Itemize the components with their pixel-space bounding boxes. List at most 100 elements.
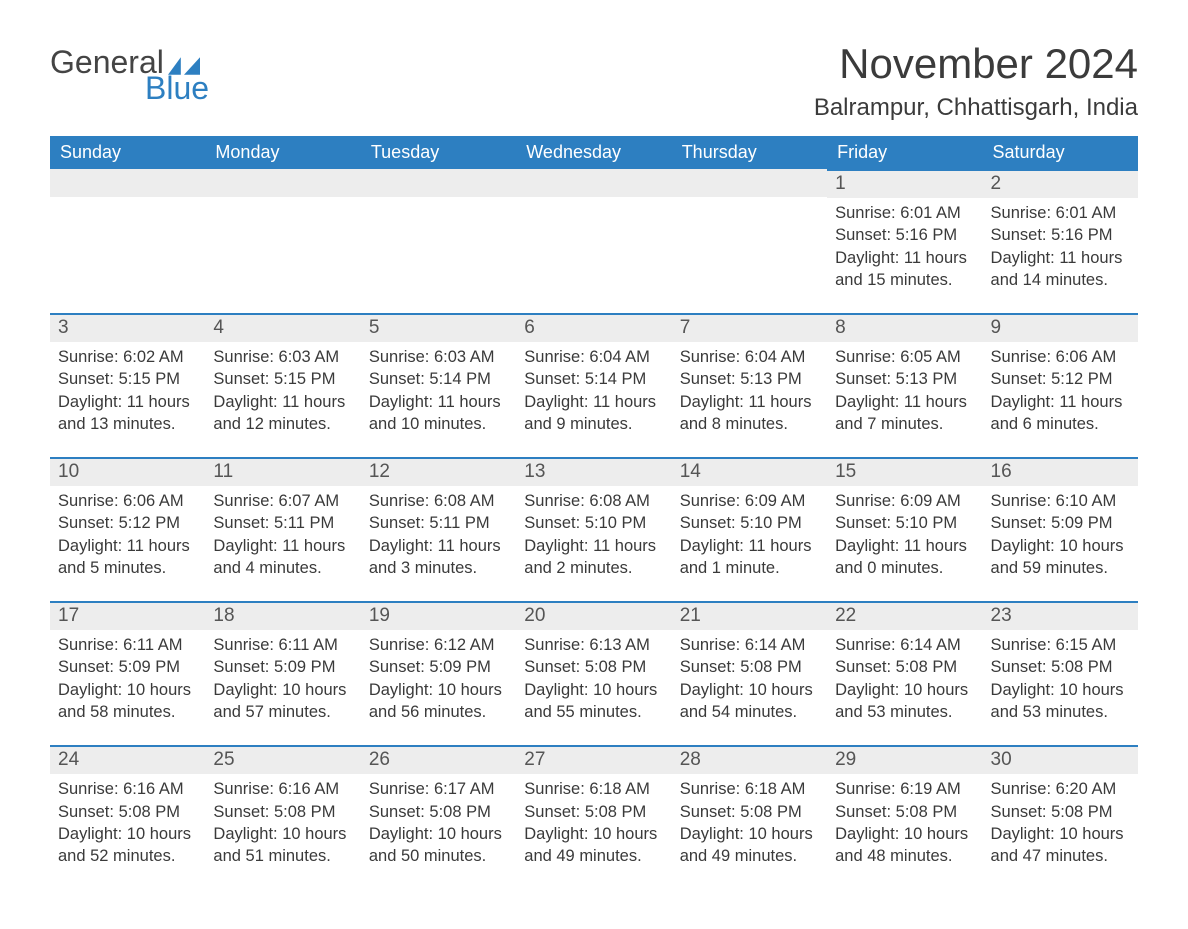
sunset-label: Sunset: — [213, 370, 269, 388]
daylight-line: Daylight: 11 hours and 10 minutes. — [369, 391, 508, 436]
sunset-line: Sunset: 5:08 PM — [524, 801, 663, 823]
sunrise-line: Sunrise: 6:08 AM — [524, 490, 663, 512]
sunset-line: Sunset: 5:08 PM — [835, 801, 974, 823]
date-number: 7 — [672, 313, 827, 342]
sunrise-value: 6:20 AM — [1056, 780, 1117, 798]
daylight-line: Daylight: 10 hours and 58 minutes. — [58, 679, 197, 724]
sunrise-label: Sunrise: — [680, 348, 741, 366]
daylight-label: Daylight: — [680, 681, 744, 699]
sunset-line: Sunset: 5:16 PM — [835, 224, 974, 246]
sunrise-label: Sunrise: — [524, 492, 585, 510]
sunset-line: Sunset: 5:15 PM — [213, 368, 352, 390]
day-info: Sunrise: 6:19 AMSunset: 5:08 PMDaylight:… — [827, 774, 982, 867]
daylight-line: Daylight: 10 hours and 57 minutes. — [213, 679, 352, 724]
sunset-value: 5:10 PM — [585, 514, 646, 532]
calendar-week-row: 1Sunrise: 6:01 AMSunset: 5:16 PMDaylight… — [50, 169, 1138, 313]
calendar-day-cell: 21Sunrise: 6:14 AMSunset: 5:08 PMDayligh… — [672, 601, 827, 745]
sunset-label: Sunset: — [991, 658, 1047, 676]
sunset-value: 5:09 PM — [429, 658, 490, 676]
date-number: 13 — [516, 457, 671, 486]
calendar-day-cell — [50, 169, 205, 313]
calendar-day-cell: 23Sunrise: 6:15 AMSunset: 5:08 PMDayligh… — [983, 601, 1138, 745]
daylight-line: Daylight: 10 hours and 49 minutes. — [524, 823, 663, 868]
day-info: Sunrise: 6:16 AMSunset: 5:08 PMDaylight:… — [50, 774, 205, 867]
calendar-day-cell: 5Sunrise: 6:03 AMSunset: 5:14 PMDaylight… — [361, 313, 516, 457]
sunset-label: Sunset: — [58, 370, 114, 388]
sunset-value: 5:08 PM — [585, 658, 646, 676]
sunrise-line: Sunrise: 6:04 AM — [524, 346, 663, 368]
sunrise-label: Sunrise: — [58, 348, 119, 366]
daylight-label: Daylight: — [213, 393, 277, 411]
sunset-line: Sunset: 5:08 PM — [213, 801, 352, 823]
sunrise-label: Sunrise: — [524, 348, 585, 366]
daylight-label: Daylight: — [369, 537, 433, 555]
sunrise-value: 6:15 AM — [1056, 636, 1117, 654]
sunrise-line: Sunrise: 6:01 AM — [835, 202, 974, 224]
sunset-label: Sunset: — [680, 514, 736, 532]
sunrise-label: Sunrise: — [524, 780, 585, 798]
sunrise-label: Sunrise: — [213, 492, 274, 510]
sunrise-line: Sunrise: 6:06 AM — [991, 346, 1130, 368]
sunset-label: Sunset: — [58, 514, 114, 532]
sunset-line: Sunset: 5:08 PM — [991, 656, 1130, 678]
weekday-header: Wednesday — [516, 136, 671, 169]
calendar-day-cell: 30Sunrise: 6:20 AMSunset: 5:08 PMDayligh… — [983, 745, 1138, 889]
date-number: 5 — [361, 313, 516, 342]
daylight-line: Daylight: 10 hours and 53 minutes. — [835, 679, 974, 724]
calendar-day-cell: 10Sunrise: 6:06 AMSunset: 5:12 PMDayligh… — [50, 457, 205, 601]
date-bar-blank — [672, 169, 827, 197]
calendar-day-cell: 26Sunrise: 6:17 AMSunset: 5:08 PMDayligh… — [361, 745, 516, 889]
sunrise-line: Sunrise: 6:16 AM — [58, 778, 197, 800]
date-number: 2 — [983, 169, 1138, 198]
date-number: 11 — [205, 457, 360, 486]
sunset-value: 5:14 PM — [429, 370, 490, 388]
sunset-line: Sunset: 5:10 PM — [524, 512, 663, 534]
sunrise-label: Sunrise: — [369, 780, 430, 798]
sunrise-label: Sunrise: — [369, 492, 430, 510]
daylight-label: Daylight: — [991, 681, 1055, 699]
calendar-day-cell — [361, 169, 516, 313]
day-info: Sunrise: 6:03 AMSunset: 5:14 PMDaylight:… — [361, 342, 516, 435]
day-info: Sunrise: 6:14 AMSunset: 5:08 PMDaylight:… — [672, 630, 827, 723]
calendar-day-cell: 6Sunrise: 6:04 AMSunset: 5:14 PMDaylight… — [516, 313, 671, 457]
sunset-value: 5:13 PM — [896, 370, 957, 388]
calendar-day-cell — [672, 169, 827, 313]
sunrise-value: 6:18 AM — [589, 780, 650, 798]
calendar-day-cell — [516, 169, 671, 313]
calendar-table: Sunday Monday Tuesday Wednesday Thursday… — [50, 136, 1138, 889]
sunrise-line: Sunrise: 6:05 AM — [835, 346, 974, 368]
daylight-line: Daylight: 11 hours and 2 minutes. — [524, 535, 663, 580]
sunrise-label: Sunrise: — [835, 492, 896, 510]
date-number: 6 — [516, 313, 671, 342]
sunrise-value: 6:02 AM — [123, 348, 184, 366]
daylight-line: Daylight: 10 hours and 51 minutes. — [213, 823, 352, 868]
sunrise-line: Sunrise: 6:08 AM — [369, 490, 508, 512]
sunset-value: 5:08 PM — [740, 658, 801, 676]
sunset-value: 5:08 PM — [740, 803, 801, 821]
sunrise-value: 6:03 AM — [434, 348, 495, 366]
sunset-label: Sunset: — [680, 370, 736, 388]
day-info: Sunrise: 6:11 AMSunset: 5:09 PMDaylight:… — [50, 630, 205, 723]
sunrise-label: Sunrise: — [991, 492, 1052, 510]
date-number: 25 — [205, 745, 360, 774]
sunset-line: Sunset: 5:09 PM — [991, 512, 1130, 534]
sunset-line: Sunset: 5:08 PM — [835, 656, 974, 678]
sunset-label: Sunset: — [524, 370, 580, 388]
sunrise-line: Sunrise: 6:03 AM — [369, 346, 508, 368]
sunrise-label: Sunrise: — [991, 204, 1052, 222]
calendar-day-cell: 28Sunrise: 6:18 AMSunset: 5:08 PMDayligh… — [672, 745, 827, 889]
sunrise-line: Sunrise: 6:14 AM — [680, 634, 819, 656]
sunset-line: Sunset: 5:08 PM — [991, 801, 1130, 823]
daylight-line: Daylight: 11 hours and 3 minutes. — [369, 535, 508, 580]
sunrise-value: 6:11 AM — [279, 636, 338, 654]
calendar-day-cell: 20Sunrise: 6:13 AMSunset: 5:08 PMDayligh… — [516, 601, 671, 745]
sunrise-value: 6:16 AM — [279, 780, 340, 798]
date-number: 29 — [827, 745, 982, 774]
daylight-label: Daylight: — [680, 825, 744, 843]
calendar-week-row: 24Sunrise: 6:16 AMSunset: 5:08 PMDayligh… — [50, 745, 1138, 889]
sunrise-label: Sunrise: — [369, 636, 430, 654]
sunset-line: Sunset: 5:11 PM — [213, 512, 352, 534]
sunset-value: 5:08 PM — [119, 803, 180, 821]
date-number: 16 — [983, 457, 1138, 486]
daylight-line: Daylight: 10 hours and 52 minutes. — [58, 823, 197, 868]
